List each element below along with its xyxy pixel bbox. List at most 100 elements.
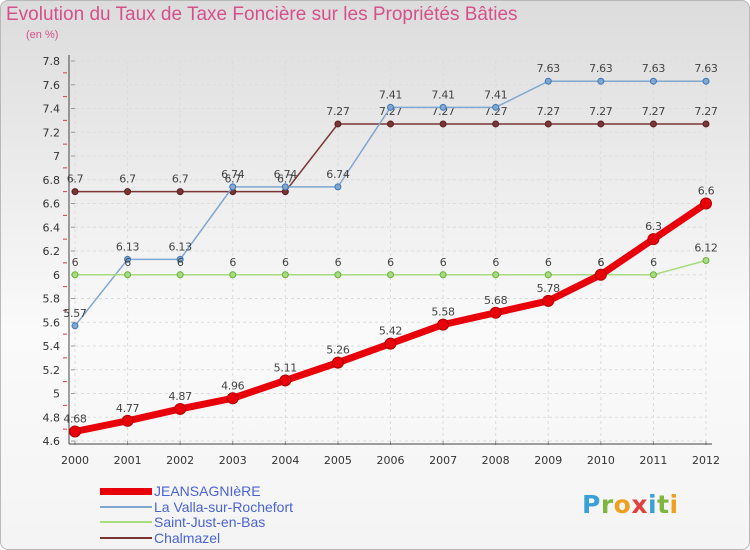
legend-item-saint-just: Saint-Just-en-Bas <box>100 515 265 529</box>
series-1-point-8 <box>492 103 500 111</box>
x-tick-label-10: 2010 <box>587 454 615 467</box>
series-3-label-7: 7.27 <box>431 105 455 118</box>
series-1-label-4: 6.74 <box>274 168 298 181</box>
series-2-point-8 <box>492 271 500 279</box>
y-tick-label-4: 5.4 <box>43 340 61 353</box>
x-tick-label-11: 2011 <box>639 454 667 467</box>
series-2-label-1: 6 <box>124 256 131 269</box>
series-0-label-6: 5.42 <box>379 325 402 338</box>
series-2-label-3: 6 <box>229 256 236 269</box>
x-tick-label-5: 2005 <box>324 454 352 467</box>
series-1-point-0 <box>71 322 79 330</box>
series-2-point-12 <box>702 257 710 264</box>
legend-item-chalmazel: Chalmazel <box>100 531 220 545</box>
series-3-label-0: 6.7 <box>67 173 84 186</box>
series-0-point-3 <box>226 392 239 405</box>
series-2-point-11 <box>649 271 657 279</box>
series-3-point-8 <box>492 120 500 128</box>
y-tick-label-14: 7.4 <box>43 103 61 116</box>
chart-title: Evolution du Taux de Taxe Foncière sur l… <box>6 4 518 25</box>
series-1-label-7: 7.41 <box>431 88 454 101</box>
series-2-point-6 <box>387 271 394 279</box>
y-tick-label-11: 6.8 <box>43 174 61 187</box>
legend-label-saint-just: Saint-Just-en-Bas <box>154 514 266 530</box>
series-0-point-9 <box>542 294 555 307</box>
series-3-point-5 <box>334 120 342 128</box>
series-1-point-6 <box>387 103 394 111</box>
series-1-label-6: 7.41 <box>379 88 402 101</box>
series-0-label-7: 5.58 <box>431 306 455 319</box>
y-tick-label-15: 7.6 <box>43 79 61 92</box>
series-2-label-7: 6 <box>440 256 447 269</box>
series-2-label-10: 6 <box>597 256 604 269</box>
x-tick-label-1: 2001 <box>114 454 142 467</box>
series-0-point-0 <box>69 425 81 438</box>
series-1-label-12: 7.63 <box>694 62 718 75</box>
y-tick-label-9: 6.4 <box>43 221 61 234</box>
x-tick-label-7: 2007 <box>429 454 457 467</box>
series-1-point-9 <box>544 77 552 85</box>
series-0-label-0: 4.68 <box>63 413 87 426</box>
series-1-point-11 <box>649 77 657 85</box>
legend-swatch-saint-just <box>100 521 152 523</box>
x-tick-label-2: 2002 <box>166 454 194 467</box>
series-0-label-2: 4.87 <box>169 390 193 403</box>
series-3-label-1: 6.7 <box>119 173 136 186</box>
y-tick-label-12: 7 <box>53 150 60 163</box>
series-1-label-0: 5.57 <box>63 307 87 320</box>
series-1-label-11: 7.63 <box>642 62 666 75</box>
y-tick-label-2: 5 <box>53 388 60 401</box>
series-3-point-2 <box>176 188 184 196</box>
series-0-point-10 <box>594 268 607 281</box>
series-0-label-5: 5.26 <box>326 344 350 357</box>
series-3-point-10 <box>597 120 605 128</box>
series-1-point-5 <box>334 183 342 191</box>
series-2-label-0: 6 <box>72 256 79 269</box>
series-2-label-11: 6 <box>650 256 657 269</box>
x-tick-label-3: 2003 <box>219 454 247 467</box>
series-0-label-4: 5.11 <box>274 361 297 374</box>
series-2-label-8: 6 <box>492 256 499 269</box>
series-3-point-6 <box>387 120 394 128</box>
series-1-point-7 <box>439 103 447 111</box>
series-1-point-2 <box>176 255 184 263</box>
series-2-label-2: 6 <box>177 256 184 269</box>
series-1-label-9: 7.63 <box>537 62 561 75</box>
series-0-point-4 <box>279 374 292 387</box>
series-3-point-7 <box>439 120 447 128</box>
series-0-point-12 <box>700 197 712 210</box>
series-1-point-4 <box>281 183 289 191</box>
series-2-label-9: 6 <box>545 256 552 269</box>
series-3-label-10: 7.27 <box>589 105 613 118</box>
legend-swatch-jeansagniere <box>100 487 152 495</box>
series-0-point-11 <box>647 233 660 246</box>
series-3-label-5: 7.27 <box>326 105 350 118</box>
x-tick-label-8: 2008 <box>482 454 510 467</box>
series-0-point-7 <box>437 318 450 331</box>
x-tick-label-9: 2009 <box>534 454 562 467</box>
y-tick-label-0: 4.6 <box>43 435 61 448</box>
series-1-point-3 <box>229 183 237 191</box>
legend-item-la-valla: La Valla-sur-Rochefort <box>100 500 293 514</box>
series-2-label-5: 6 <box>335 256 342 269</box>
series-3-label-8: 7.27 <box>484 105 508 118</box>
series-2-point-3 <box>229 271 237 279</box>
series-0-label-9: 5.78 <box>537 282 561 295</box>
series-3-label-4: 6.7 <box>277 173 294 186</box>
x-tick-label-4: 2004 <box>271 454 299 467</box>
y-tick-label-5: 5.6 <box>43 316 61 329</box>
series-2-point-7 <box>439 271 447 279</box>
series-0-point-1 <box>121 414 134 427</box>
series-2-point-9 <box>544 271 552 279</box>
series-0-label-11: 6.3 <box>645 220 662 233</box>
series-3-point-12 <box>702 120 710 128</box>
series-2-point-0 <box>71 271 79 279</box>
legend-swatch-la-valla <box>100 506 152 508</box>
y-tick-label-16: 7.8 <box>43 55 61 68</box>
y-tick-label-3: 5.2 <box>43 364 61 377</box>
series-3-label-2: 6.7 <box>172 173 189 186</box>
series-2-point-1 <box>124 271 132 279</box>
y-tick-label-7: 6 <box>53 269 60 282</box>
series-2-label-12: 6.12 <box>694 242 717 255</box>
